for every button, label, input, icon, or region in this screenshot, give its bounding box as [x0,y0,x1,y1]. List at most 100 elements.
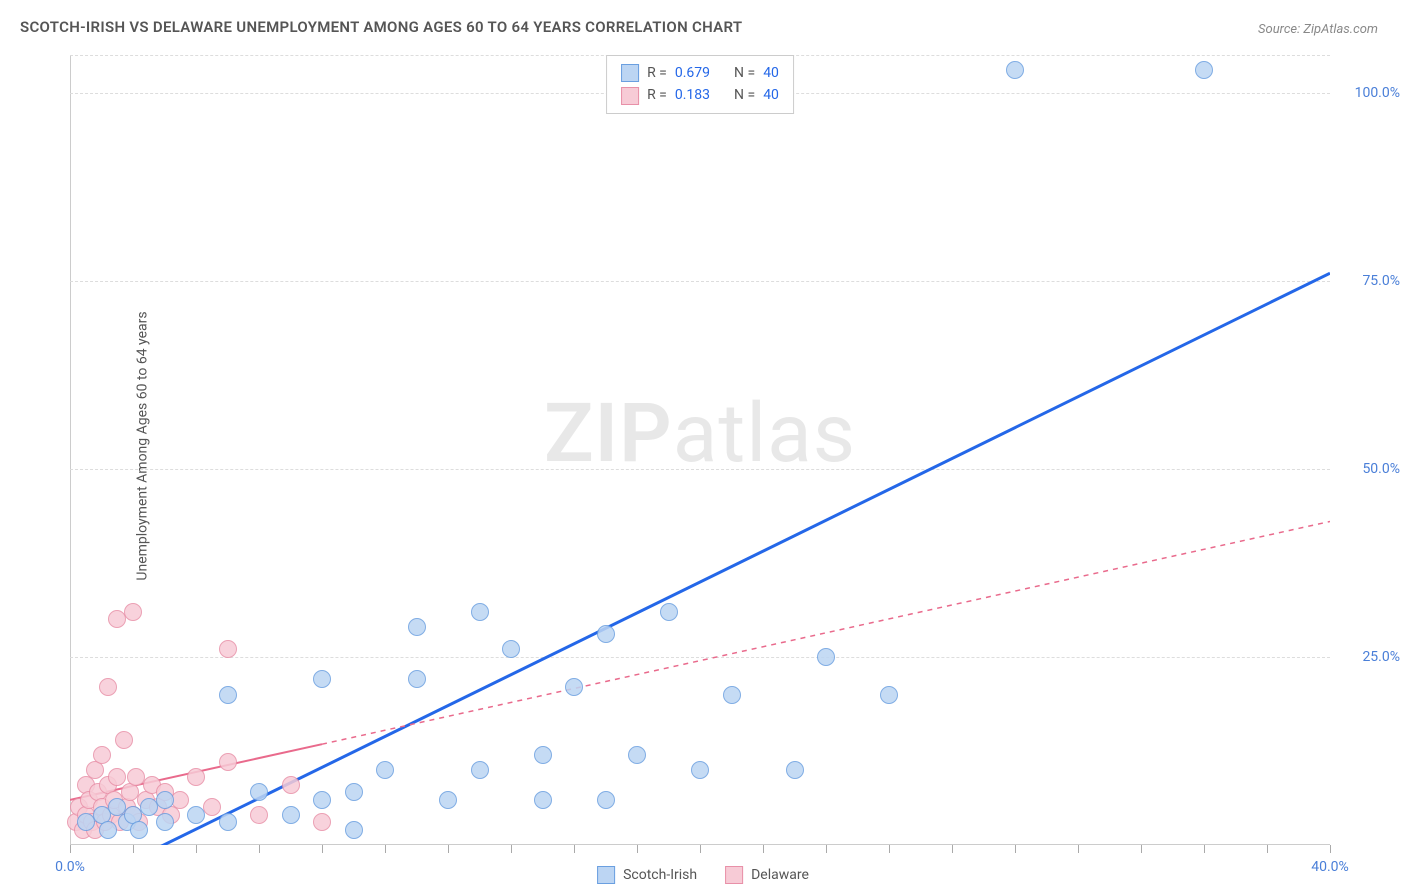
x-tick [1267,845,1268,853]
legend-item-2: Delaware [725,866,809,884]
x-tick [1078,845,1079,853]
scatter-point [502,640,520,658]
plot-area: ZIPatlas 25.0%50.0%75.0%100.0% R = 0.679… [70,55,1330,845]
stats-r-label-2: R = [647,84,667,106]
x-tick [952,845,953,853]
scatter-point [219,686,237,704]
x-tick [1015,845,1016,853]
source-attribution: Source: ZipAtlas.com [1258,22,1378,37]
y-tick-label: 75.0% [1340,273,1400,289]
x-tick [763,845,764,853]
scatter-point [345,821,363,839]
x-tick [889,845,890,853]
chart-title: SCOTCH-IRISH VS DELAWARE UNEMPLOYMENT AM… [20,18,742,36]
x-tick [826,845,827,853]
stats-box: R = 0.679 N = 40 R = 0.183 N = 40 [606,55,794,114]
scatter-point [723,686,741,704]
scatter-point [817,648,835,666]
scatter-point [124,603,142,621]
scatter-point [203,798,221,816]
scatter-point [313,791,331,809]
scatter-point [1006,61,1024,79]
x-tick [700,845,701,853]
scatter-point [471,761,489,779]
x-tick-label: 0.0% [55,859,85,875]
watermark-bold: ZIP [544,386,673,482]
x-tick [511,845,512,853]
scatter-point [130,821,148,839]
y-tick-label: 50.0% [1340,461,1400,477]
y-axis-line [70,55,71,845]
x-tick [1330,845,1331,853]
x-tick [1204,845,1205,853]
scatter-point [187,806,205,824]
scatter-point [282,776,300,794]
scatter-point [786,761,804,779]
stats-swatch-1 [621,64,639,82]
x-tick [448,845,449,853]
x-tick [637,845,638,853]
stats-r-value-1: 0.679 [675,62,710,84]
x-tick [196,845,197,853]
scatter-point [660,603,678,621]
scatter-point [156,791,174,809]
scatter-point [313,670,331,688]
x-tick [259,845,260,853]
scatter-point [471,603,489,621]
watermark: ZIPatlas [544,386,856,482]
legend-label-2: Delaware [751,867,809,883]
scatter-point [219,640,237,658]
scatter-point [93,746,111,764]
scatter-point [345,783,363,801]
scatter-point [534,746,552,764]
legend-label-1: Scotch-Irish [623,867,697,883]
scatter-point [408,618,426,636]
stats-n-value-1: 40 [763,62,779,84]
scatter-point [99,678,117,696]
x-tick [70,845,71,853]
stats-n-value-2: 40 [763,84,779,106]
scatter-point [108,768,126,786]
scatter-point [219,753,237,771]
stats-row-2: R = 0.183 N = 40 [621,84,779,106]
legend-swatch-2 [725,866,743,884]
scatter-point [250,783,268,801]
scatter-point [376,761,394,779]
y-tick-label: 100.0% [1340,85,1400,101]
stats-n-label-2: N = [734,84,755,106]
stats-swatch-2 [621,87,639,105]
scatter-point [219,813,237,831]
scatter-point [565,678,583,696]
scatter-point [880,686,898,704]
scatter-point [171,791,189,809]
bottom-legend: Scotch-Irish Delaware [597,866,809,884]
trend-lines [70,55,1330,845]
scatter-point [115,731,133,749]
scatter-point [597,625,615,643]
x-tick-label: 40.0% [1311,859,1349,875]
stats-n-label-1: N = [734,62,755,84]
legend-item-1: Scotch-Irish [597,866,697,884]
scatter-point [691,761,709,779]
grid-line [70,657,1330,658]
scatter-point [1195,61,1213,79]
stats-r-label-1: R = [647,62,667,84]
x-tick [133,845,134,853]
scatter-point [156,813,174,831]
stats-row-1: R = 0.679 N = 40 [621,62,779,84]
scatter-point [282,806,300,824]
scatter-point [313,813,331,831]
x-tick [1141,845,1142,853]
watermark-light: atlas [673,386,856,482]
stats-r-value-2: 0.183 [675,84,710,106]
y-tick-label: 25.0% [1340,649,1400,665]
x-tick [322,845,323,853]
scatter-point [250,806,268,824]
grid-line [70,469,1330,470]
scatter-point [628,746,646,764]
grid-line [70,281,1330,282]
scatter-point [534,791,552,809]
scatter-point [187,768,205,786]
x-tick [574,845,575,853]
scatter-point [99,821,117,839]
